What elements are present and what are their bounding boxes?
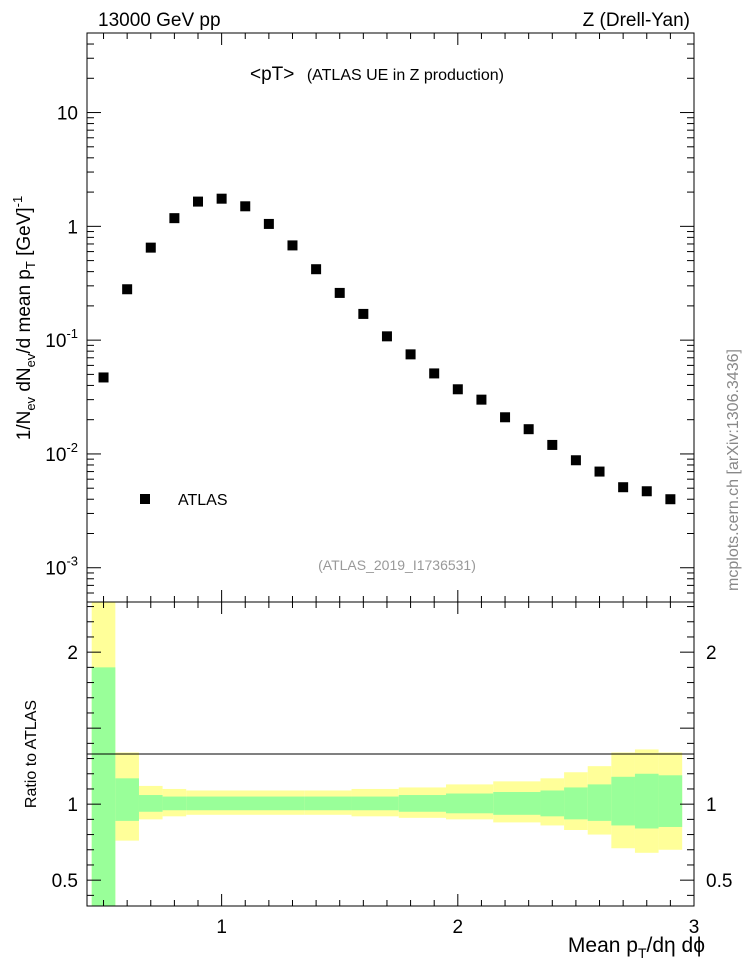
data-point-23 xyxy=(641,486,652,497)
ratio-y-tick-label-2: 2 xyxy=(67,643,78,664)
data-point-24 xyxy=(665,494,676,505)
ratio-band-green-bin-3 xyxy=(162,796,187,811)
data-point-16 xyxy=(476,394,487,405)
main-y-tick-label-4: 10 xyxy=(57,104,78,125)
data-point-7 xyxy=(263,218,274,229)
ratio-y-tick-label-1: 1 xyxy=(67,795,78,816)
data-point-2 xyxy=(145,242,156,253)
x-tick-label-0: 1 xyxy=(216,917,227,938)
ratio-band-green-bin-5 xyxy=(304,796,352,811)
ratio-band-green-bin-12 xyxy=(587,784,612,821)
data-point-11 xyxy=(358,308,369,319)
x-tick-label-1: 2 xyxy=(453,917,464,938)
data-markers xyxy=(98,193,676,505)
ratio-band-green-bin-11 xyxy=(564,787,588,820)
ratio-band-green-bin-13 xyxy=(611,776,635,826)
ratio-band-green-bin-2 xyxy=(138,795,163,812)
main-y-tick-label-2: 10-1 xyxy=(45,326,78,352)
data-point-21 xyxy=(594,466,605,477)
legend-label-atlas: ATLAS xyxy=(178,492,228,509)
main-plot-frame xyxy=(86,32,695,603)
data-point-3 xyxy=(169,213,180,224)
ratio-band-green-bin-7 xyxy=(398,795,447,812)
data-point-20 xyxy=(570,455,581,466)
data-point-12 xyxy=(381,331,392,342)
data-point-15 xyxy=(452,384,463,395)
data-point-5 xyxy=(216,193,227,204)
main-y-axis-label: 1/Nev dNev/d mean pT [GeV]-1 xyxy=(10,196,38,441)
ratio-y-tick-label-0: 0.5 xyxy=(52,871,78,892)
data-point-22 xyxy=(618,482,629,493)
ratio-y-tick-label-right-2: 2 xyxy=(706,643,717,664)
ratio-band-green-bin-4 xyxy=(186,796,305,811)
tick-labels: 1 2 3 10-3 10-2 10-1 1 10 0.5 0.5 1 1 2 2 xyxy=(45,104,732,938)
ratio-bands xyxy=(91,602,683,906)
header-right: Z (Drell-Yan) xyxy=(583,10,690,31)
data-point-17 xyxy=(500,412,511,423)
ratio-band-green-bin-14 xyxy=(634,773,659,829)
main-y-tick-label-0: 10-3 xyxy=(45,554,78,580)
ratio-y-tick-label-right-0: 0.5 xyxy=(706,871,732,892)
data-point-9 xyxy=(311,264,322,275)
plot-title-sub: (ATLAS UE in Z production) xyxy=(307,67,504,84)
data-point-1 xyxy=(122,284,133,295)
data-point-19 xyxy=(547,439,558,450)
main-y-tick-label-1: 10-2 xyxy=(45,440,78,466)
header-left: 13000 GeV pp xyxy=(98,10,221,31)
ratio-band-green-bin-1 xyxy=(115,778,139,821)
data-point-4 xyxy=(193,196,204,207)
plot-title: <pT> (ATLAS UE in Z production) xyxy=(250,64,504,85)
main-y-tick-label-3: 1 xyxy=(67,217,78,238)
ratio-band-green-bin-6 xyxy=(351,796,399,811)
side-text: mcplots.cern.ch [arXiv:1306.3436] xyxy=(725,349,742,591)
data-point-13 xyxy=(405,349,416,360)
ratio-band-green-bin-8 xyxy=(446,793,494,814)
ratio-band-green-bin-0 xyxy=(91,667,116,906)
ratio-y-tick-label-right-1: 1 xyxy=(706,795,717,816)
plot-title-main: <pT> xyxy=(250,64,294,85)
x-tick-label-2: 3 xyxy=(689,917,700,938)
data-point-14 xyxy=(429,368,440,379)
x-axis-label: Mean pT/dη dϕ xyxy=(568,934,705,961)
data-point-8 xyxy=(287,240,298,251)
ratio-band-green-bin-15 xyxy=(658,775,683,827)
data-point-18 xyxy=(523,424,534,435)
ratio-band-green-bin-9 xyxy=(493,792,541,815)
ratio-band-green-bin-10 xyxy=(540,790,565,817)
data-point-0 xyxy=(98,372,109,383)
data-point-6 xyxy=(240,201,251,212)
reference-label: (ATLAS_2019_I1736531) xyxy=(318,557,476,573)
data-point-10 xyxy=(334,287,345,298)
legend-marker-atlas xyxy=(140,494,150,504)
ratio-y-axis-label: Ratio to ATLAS xyxy=(23,700,40,808)
